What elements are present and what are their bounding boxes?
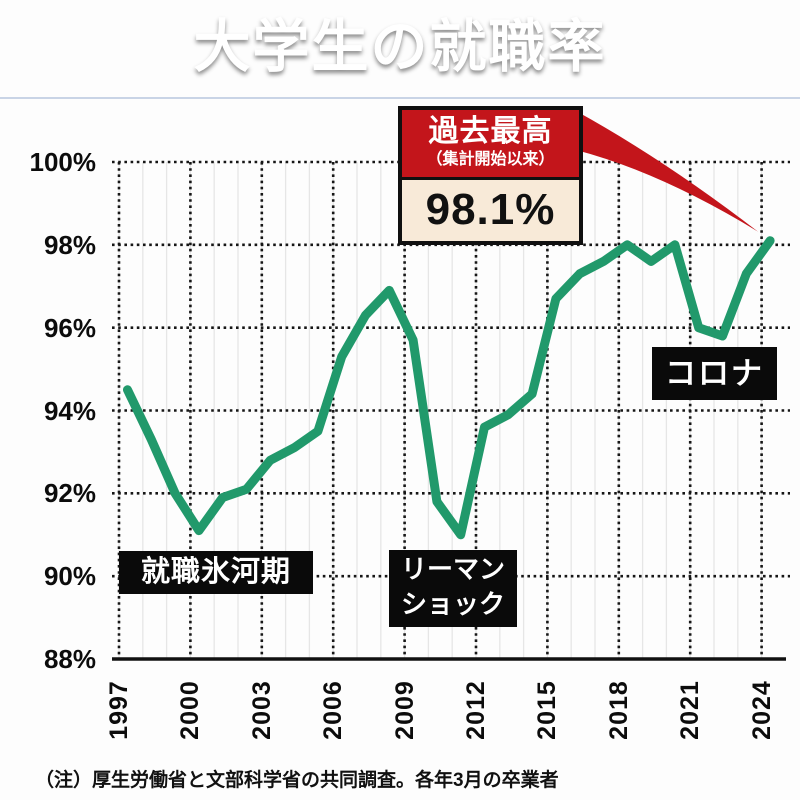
callout-arrow — [576, 111, 759, 232]
x-axis-tick-label: 2018 — [604, 680, 633, 740]
y-axis-tick-label: 92% — [43, 478, 96, 509]
x-axis-tick-label: 2021 — [676, 680, 705, 740]
y-axis-tick-label: 90% — [43, 561, 96, 592]
annotation-lehman-line2: ショック — [400, 589, 505, 619]
x-axis-tick-label: 2003 — [247, 680, 276, 740]
y-axis-tick-label: 94% — [43, 395, 96, 426]
x-axis-tick-label: 1997 — [105, 680, 133, 740]
x-axis-tick-label: 2015 — [533, 680, 562, 740]
annotation-lehman-shock: リーマン ショック — [389, 550, 517, 627]
record-high-value: 98.1% — [425, 185, 556, 234]
record-high-header: 過去最高 （集計開始以来） — [402, 110, 579, 180]
annotation-lehman-line1: リーマン — [400, 554, 505, 584]
annotation-ice-age: 就職氷河期 — [119, 551, 313, 594]
y-axis-tick-label: 96% — [43, 312, 96, 343]
title-banner: 大学生の就職率 — [0, 0, 800, 99]
source-note: （注）厚生労働省と文部科学省の共同調査。各年3月の卒業者 — [35, 770, 559, 791]
x-axis-tick-label: 2009 — [390, 680, 419, 740]
record-high-sublabel: （集計開始以来） — [426, 151, 555, 168]
annotation-ice-age-text: 就職氷河期 — [140, 556, 291, 588]
employment-rate-line — [123, 236, 775, 540]
page-title: 大学生の就職率 — [193, 15, 607, 79]
x-axis-tick-label: 2012 — [462, 680, 490, 740]
x-axis-tick-label: 2024 — [747, 680, 776, 740]
record-high-callout: 過去最高 （集計開始以来） 98.1% — [398, 106, 583, 245]
x-axis-tick-label: 2006 — [319, 680, 348, 740]
annotation-corona: コロナ — [652, 347, 777, 400]
annotation-corona-text: コロナ — [665, 356, 764, 391]
record-high-label: 過去最高 — [428, 115, 553, 148]
y-axis-tick-label: 100% — [29, 147, 97, 177]
y-axis-tick-label: 88% — [43, 644, 96, 674]
y-axis-tick-label: 98% — [43, 229, 96, 260]
x-axis-tick-label: 2000 — [176, 680, 205, 740]
